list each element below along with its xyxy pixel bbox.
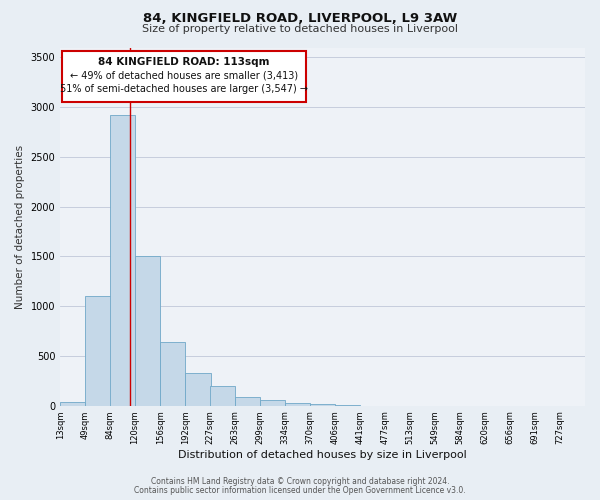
FancyBboxPatch shape [62, 52, 307, 102]
Bar [235, 397, 260, 406]
Bar [260, 400, 286, 406]
Bar [310, 404, 335, 406]
Bar [60, 402, 85, 406]
Bar [110, 115, 135, 406]
Bar [210, 386, 235, 406]
Text: ← 49% of detached houses are smaller (3,413): ← 49% of detached houses are smaller (3,… [70, 71, 298, 81]
X-axis label: Distribution of detached houses by size in Liverpool: Distribution of detached houses by size … [178, 450, 467, 460]
Bar [85, 296, 110, 406]
Text: Contains public sector information licensed under the Open Government Licence v3: Contains public sector information licen… [134, 486, 466, 495]
Bar [185, 373, 211, 406]
Text: 51% of semi-detached houses are larger (3,547) →: 51% of semi-detached houses are larger (… [60, 84, 308, 94]
Text: Size of property relative to detached houses in Liverpool: Size of property relative to detached ho… [142, 24, 458, 34]
Bar [135, 256, 160, 406]
Bar [285, 402, 310, 406]
Bar [160, 342, 185, 406]
Text: Contains HM Land Registry data © Crown copyright and database right 2024.: Contains HM Land Registry data © Crown c… [151, 477, 449, 486]
Y-axis label: Number of detached properties: Number of detached properties [15, 144, 25, 308]
Text: 84, KINGFIELD ROAD, LIVERPOOL, L9 3AW: 84, KINGFIELD ROAD, LIVERPOOL, L9 3AW [143, 12, 457, 26]
Text: 84 KINGFIELD ROAD: 113sqm: 84 KINGFIELD ROAD: 113sqm [98, 58, 270, 68]
